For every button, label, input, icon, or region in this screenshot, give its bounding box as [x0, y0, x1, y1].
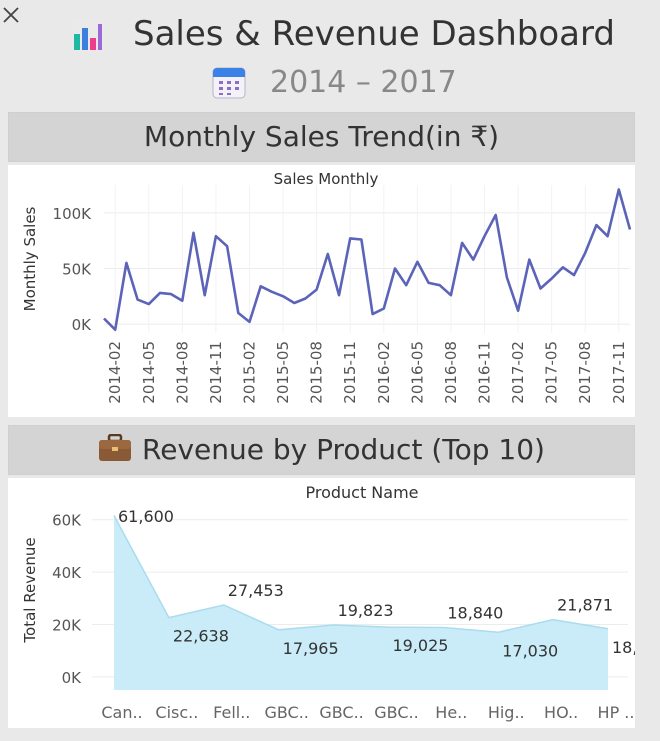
revenue-chart-title: Product Name — [305, 483, 418, 502]
revenue-data-label: 19,823 — [338, 601, 394, 620]
sales-x-tick-label: 2016-08 — [442, 341, 460, 404]
revenue-x-tick-label: HO.. — [544, 703, 578, 722]
revenue-x-tick-label: GBC.. — [374, 703, 418, 722]
sales-chart-panel: Sales Monthly Monthly Sales 0K 50K 100K 2014-… — [8, 165, 635, 417]
revenue-area-chart[interactable]: Product Name Total Revenue 0K 20K 40K 60K 61,6… — [8, 478, 660, 728]
revenue-data-label: 21,871 — [557, 596, 613, 615]
sales-y-tick-label: 100K — [53, 205, 93, 223]
revenue-x-tick-label: Hig.. — [488, 703, 525, 722]
revenue-x-tick-label: GBC.. — [264, 703, 308, 722]
sales-x-tick-label: 2014-11 — [207, 341, 225, 404]
revenue-area-fill — [114, 515, 608, 690]
sales-x-tick-label: 2017-05 — [543, 341, 561, 404]
sales-x-tick-label: 2015-11 — [341, 341, 359, 404]
revenue-data-label: 18,375 — [612, 638, 635, 657]
sales-x-tick-label: 2015-08 — [308, 341, 326, 404]
revenue-x-tick-label: Cisc.. — [155, 703, 198, 722]
calendar-icon — [212, 67, 246, 99]
revenue-data-label: 17,965 — [283, 639, 339, 658]
sales-y-axis-label: Monthly Sales — [21, 206, 39, 311]
dashboard-title: Sales & Revenue Dashboard — [133, 14, 615, 54]
revenue-y-tick-label: 60K — [52, 512, 82, 530]
revenue-area-line — [113, 515, 609, 634]
sales-x-tick-label: 2014-05 — [140, 341, 158, 404]
revenue-y-axis-label: Total Revenue — [21, 537, 39, 643]
sales-x-tick-label: 2017-02 — [509, 341, 527, 404]
revenue-x-tick-label: GBC.. — [319, 703, 363, 722]
revenue-data-label: 19,025 — [392, 636, 448, 655]
sales-x-tick-label: 2017-11 — [610, 341, 628, 404]
revenue-x-tick-label: HP .. — [598, 703, 635, 722]
revenue-data-label: 17,030 — [502, 641, 558, 660]
revenue-section-header: Revenue by Product (Top 10) — [8, 425, 635, 475]
revenue-section-title: Revenue by Product (Top 10) — [142, 433, 545, 466]
revenue-chart-panel: Product Name Total Revenue 0K 20K 40K 60K 61,6… — [8, 478, 660, 728]
revenue-y-tick-label: 20K — [52, 617, 82, 635]
briefcase-icon — [99, 434, 132, 461]
date-range-text: 2014 – 2017 — [270, 65, 457, 100]
bar-chart-icon — [71, 20, 103, 52]
revenue-y-tick-label: 40K — [52, 564, 82, 582]
sales-chart-title: Sales Monthly — [274, 170, 379, 188]
sales-x-tick-label: 2016-05 — [408, 341, 426, 404]
sales-x-tick-label: 2015-02 — [240, 341, 258, 404]
sales-x-tick-label: 2017-08 — [576, 341, 594, 404]
sales-section-header: Monthly Sales Trend(in ₹) — [8, 112, 635, 162]
sales-x-tick-label: 2016-02 — [375, 341, 393, 404]
revenue-data-label: 22,638 — [173, 627, 229, 646]
revenue-data-label: 18,840 — [447, 604, 503, 623]
dashboard-header: Sales & Revenue Dashboard — [0, 10, 660, 60]
revenue-y-tick-label: 0K — [62, 669, 83, 687]
revenue-data-label: 61,600 — [118, 507, 174, 526]
sales-x-tick-label: 2014-08 — [173, 341, 191, 404]
sales-x-tick-label: 2014-02 — [106, 341, 124, 404]
sales-x-tick-label: 2015-05 — [274, 341, 292, 404]
sales-section-title: Monthly Sales Trend(in ₹) — [143, 120, 500, 153]
revenue-data-label: 27,453 — [228, 581, 284, 600]
revenue-x-tick-label: He.. — [435, 703, 467, 722]
date-range: 2014 – 2017 — [0, 60, 660, 104]
close-icon[interactable] — [0, 4, 22, 26]
sales-series-line — [103, 188, 632, 331]
sales-line-chart[interactable]: Sales Monthly Monthly Sales 0K 50K 100K 2014-… — [8, 165, 635, 417]
sales-y-tick-label: 0K — [72, 316, 93, 334]
sales-x-tick-label: 2016-11 — [476, 341, 494, 404]
sales-y-tick-label: 50K — [62, 260, 92, 278]
revenue-x-tick-label: Can.. — [101, 703, 142, 722]
revenue-x-tick-label: Fell.. — [213, 703, 250, 722]
